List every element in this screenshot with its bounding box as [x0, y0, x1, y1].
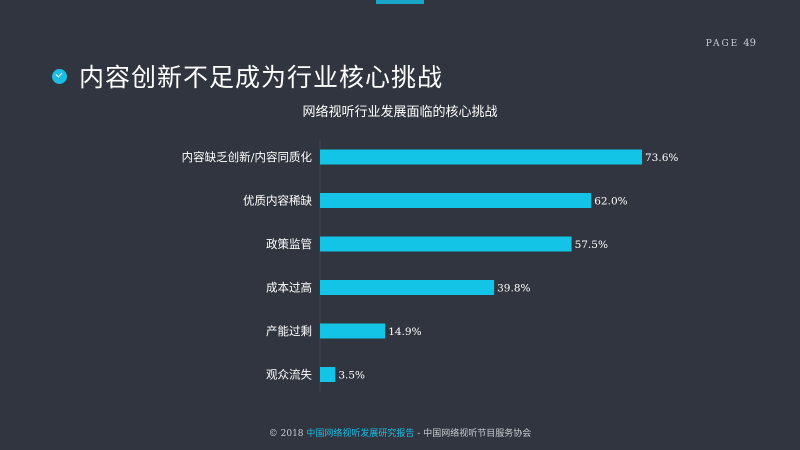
footer-org: 中国网络视听节目服务协会	[423, 429, 532, 439]
page-number-value: 49	[743, 38, 756, 49]
bar	[320, 367, 336, 382]
category-label: 观众流失	[266, 368, 312, 382]
value-label: 57.5%	[575, 239, 608, 251]
chart-title: 网络视听行业发展面临的核心挑战	[302, 105, 498, 120]
value-label: 39.8%	[497, 283, 530, 295]
footer-separator: -	[417, 429, 421, 439]
page-number: PAGE 49	[706, 38, 756, 49]
footer-report-name: 中国网络视听发展研究报告	[306, 429, 415, 439]
category-label: 产能过剩	[266, 324, 312, 338]
category-label: 成本过高	[266, 281, 312, 295]
value-label: 14.9%	[388, 326, 421, 338]
value-label: 73.6%	[645, 152, 678, 164]
bar	[320, 236, 572, 252]
bar	[320, 323, 386, 339]
title-row: 内容创新不足成为行业核心挑战	[52, 58, 443, 94]
category-label: 政策监管	[266, 237, 312, 251]
category-label: 优质内容稀缺	[243, 194, 312, 208]
category-label: 内容缺乏创新/内容同质化	[182, 150, 313, 164]
bar	[320, 193, 592, 208]
top-accent-bar	[376, 0, 424, 4]
value-label: 3.5%	[338, 370, 365, 382]
check-circle-icon	[52, 68, 67, 84]
page-label: PAGE	[705, 39, 740, 49]
page-title: 内容创新不足成为行业核心挑战	[79, 63, 444, 92]
footer: © 2018 中国网络视听发展研究报告 - 中国网络视听节目服务协会	[0, 426, 800, 439]
bar	[320, 280, 495, 295]
footer-copyright: © 2018	[268, 429, 304, 439]
bar	[320, 149, 642, 165]
value-label: 62.0%	[594, 196, 627, 208]
